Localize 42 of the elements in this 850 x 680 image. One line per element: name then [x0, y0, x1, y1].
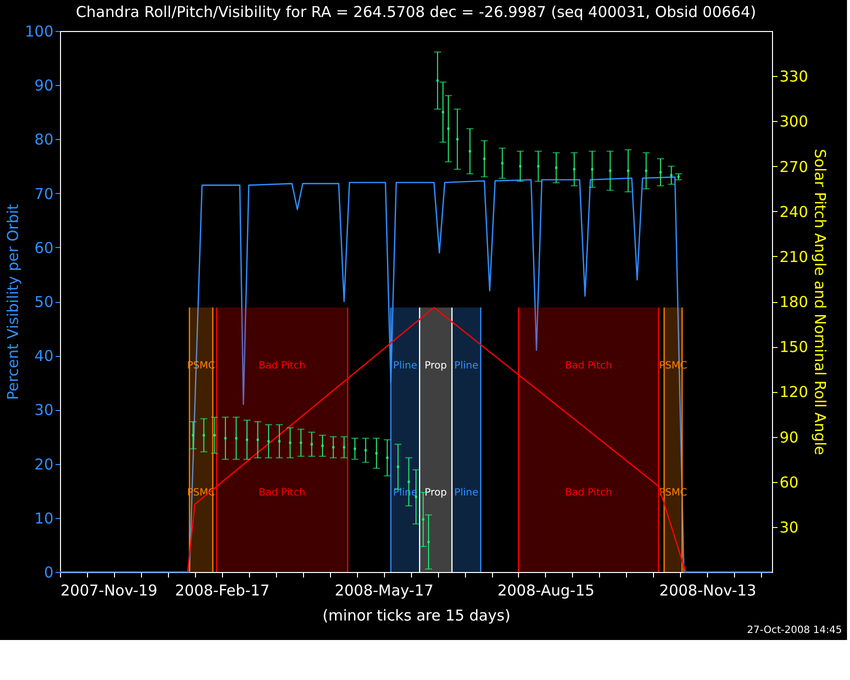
band-label: Bad Pitch [565, 360, 612, 372]
y2-tick-label: 60 [780, 473, 799, 492]
x-tick-label: 2008-Aug-15 [497, 582, 594, 600]
y-axis-title: Percent Visibility per Orbit [4, 204, 22, 400]
x-tick-label: 2007-Nov-19 [60, 582, 158, 600]
y-tick-label: 90 [34, 76, 54, 95]
text: Pline [454, 488, 478, 499]
text: 27-Oct-2008 14:45 [747, 625, 842, 636]
y2-tick-label: 330 [780, 68, 808, 86]
x-tick-label: 2008-May-17 [334, 582, 434, 600]
y2-tick-label: 30 [780, 518, 799, 536]
y2-tick-label: 300 [780, 112, 808, 131]
band-label: Pline [454, 360, 478, 372]
y2-tick-label: 210 [780, 248, 808, 266]
y-tick-label: 10 [34, 509, 54, 528]
text: Bad Pitch [565, 488, 612, 499]
band-label: Bad Pitch [258, 360, 306, 372]
y2-tick-label: 180 [780, 293, 808, 311]
y-tick-label: 60 [34, 238, 54, 257]
y-tick-label: 50 [34, 293, 54, 311]
y-tick-label: 30 [34, 401, 54, 420]
band-label: Prop [424, 360, 447, 372]
chart-title: Chandra Roll/Pitch/Visibility for RA = 264.5708 dec = -26.9987 (seq 400031, Obsid 00664) [76, 3, 756, 21]
band-label: Pline [393, 360, 418, 372]
y2-axis-title: Solar Pitch Angle and Nominal Roll Angle [811, 148, 830, 456]
y-tick-label: 0 [44, 564, 54, 582]
line-series [187, 306, 686, 573]
y-tick-label: 40 [34, 347, 54, 366]
y2-tick-label: 90 [780, 428, 799, 446]
y2-tick-label: 270 [780, 158, 808, 176]
y-tick-label: 100 [24, 22, 54, 40]
text: Bad Pitch [258, 488, 306, 499]
x-tick-label: 2008-Feb-17 [174, 582, 270, 600]
x-tick-label: 2008-Nov-13 [659, 582, 756, 600]
y-tick-label: 80 [34, 130, 54, 149]
y2-tick-label: 120 [780, 383, 808, 402]
y-tick-label: 20 [34, 455, 54, 474]
y-tick-label: 70 [34, 184, 54, 203]
y2-tick-label: 150 [780, 338, 808, 356]
x-axis-title: (minor ticks are 15 days) [322, 606, 510, 624]
y2-tick-label: 240 [780, 202, 808, 221]
text: Prop [424, 488, 447, 499]
